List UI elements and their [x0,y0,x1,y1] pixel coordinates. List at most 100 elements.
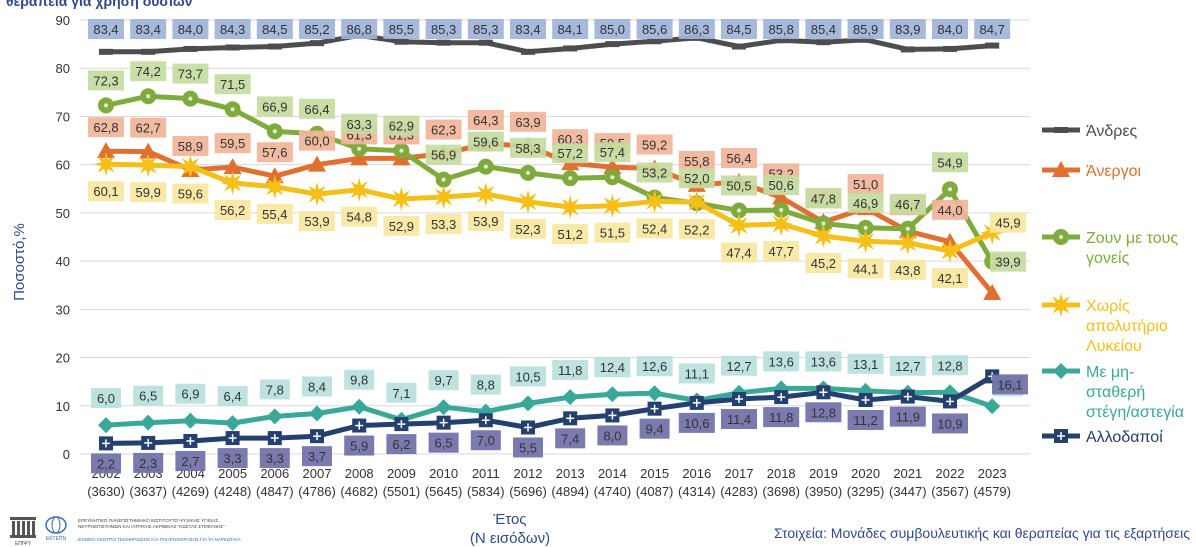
data-label: 39,9 [990,251,1026,272]
svg-text:11,9: 11,9 [896,410,920,425]
data-label: 56,4 [721,148,757,169]
svg-text:42,1: 42,1 [937,271,962,286]
x-tick-label: 2008 [345,466,374,481]
data-point [351,140,368,157]
svg-text:11,8: 11,8 [558,363,582,378]
svg-text:6,2: 6,2 [392,437,410,452]
svg-text:2,2: 2,2 [97,456,115,471]
data-point [183,45,198,52]
svg-text:12,6: 12,6 [642,359,667,374]
svg-text:83,4: 83,4 [93,22,118,37]
series-lines [94,32,1005,451]
data-label: 7,8 [259,379,290,400]
y-tick-label: 0 [63,447,70,462]
svg-text:13,1: 13,1 [853,357,878,372]
data-label: 59,6 [467,131,504,152]
data-label: 85,0 [594,19,631,39]
data-label: 47,8 [805,188,842,209]
data-point [473,182,498,207]
data-label: 12,7 [721,355,757,376]
data-point [477,158,494,175]
data-label: 12,6 [636,356,673,377]
legend-label: Άνεργοι [1086,163,1142,180]
data-point [478,39,493,46]
data-point [347,177,372,202]
data-point [262,174,287,199]
data-label: 53,2 [636,162,673,183]
x-tick-count: (4269) [172,484,210,499]
data-label: 58,3 [510,137,546,158]
data-label: 42,1 [932,267,968,288]
data-point [985,42,1000,49]
svg-text:6,5: 6,5 [139,389,157,404]
data-label: 52,2 [678,219,715,240]
data-point [774,390,789,405]
data-label: 63,9 [510,111,546,132]
svg-text:11,4: 11,4 [727,412,751,427]
x-tick-label: 2010 [429,466,458,481]
svg-text:5,9: 5,9 [350,439,368,454]
svg-text:86,3: 86,3 [684,22,709,37]
data-label: 6,5 [133,385,164,406]
legend-marker [1054,127,1068,133]
data-label: 10,5 [510,366,546,387]
y-tick-label: 60 [56,158,70,173]
svg-text:16,1: 16,1 [997,377,1022,392]
data-point [309,405,325,422]
data-point [308,155,326,172]
data-point [393,142,410,159]
x-tick-count: (3567) [931,484,969,499]
data-label: 62,3 [425,119,462,140]
x-tick-label: 2007 [303,466,332,481]
svg-text:46,9: 46,9 [853,196,878,211]
data-label: 13,6 [763,351,800,372]
data-label: 50,5 [721,175,757,196]
x-tick-label: 2020 [851,466,880,481]
data-point [773,201,790,218]
data-label: 8,4 [302,376,332,397]
data-point [141,435,156,450]
data-label: 85,3 [467,19,504,39]
data-label: 7,1 [386,382,417,403]
data-label: 6,5 [428,432,459,453]
data-label: 6,2 [386,434,417,455]
data-label: 63,3 [341,113,378,134]
x-tick-count: (4894) [551,484,589,499]
data-point [642,189,667,214]
data-point [816,385,831,400]
data-label: 5,9 [344,435,375,456]
data-point [563,411,578,426]
data-label: 84,5 [256,19,293,39]
x-tick-label: 2021 [893,466,922,481]
x-tick-count: (5501) [383,484,421,499]
svg-text:52,2: 52,2 [684,222,709,237]
data-point [943,394,957,409]
x-tick-count: (3447) [889,484,927,499]
svg-text:56,9: 56,9 [431,148,456,163]
svg-text:47,4: 47,4 [726,245,751,260]
data-point [99,48,113,55]
svg-text:63,3: 63,3 [347,117,372,132]
data-label: 6,4 [217,386,248,407]
svg-text:84,0: 84,0 [178,22,203,37]
svg-text:51,2: 51,2 [558,227,583,242]
svg-text:52,0: 52,0 [684,171,709,186]
data-label: 11,2 [847,409,884,430]
data-label: 45,9 [990,212,1026,233]
data-label: 10,9 [932,413,968,434]
svg-text:84,7: 84,7 [980,22,1005,37]
data-label: 11,8 [552,360,589,381]
legend-item: Αλλοδαποί [1042,429,1163,446]
data-label: 16,1 [992,374,1028,395]
data-label: 62,8 [88,117,124,138]
svg-text:2,7: 2,7 [181,454,199,469]
data-label: 59,6 [172,183,209,204]
x-tick-count: (4847) [256,484,294,499]
x-tick-count: (4314) [678,484,716,499]
data-point [178,154,203,179]
y-axis-ticks: 0 10 20 30 40 50 60 70 80 90 [56,13,70,462]
svg-text:59,6: 59,6 [178,187,203,202]
svg-text:84,5: 84,5 [262,22,287,37]
x-tick-label: 2012 [514,466,543,481]
